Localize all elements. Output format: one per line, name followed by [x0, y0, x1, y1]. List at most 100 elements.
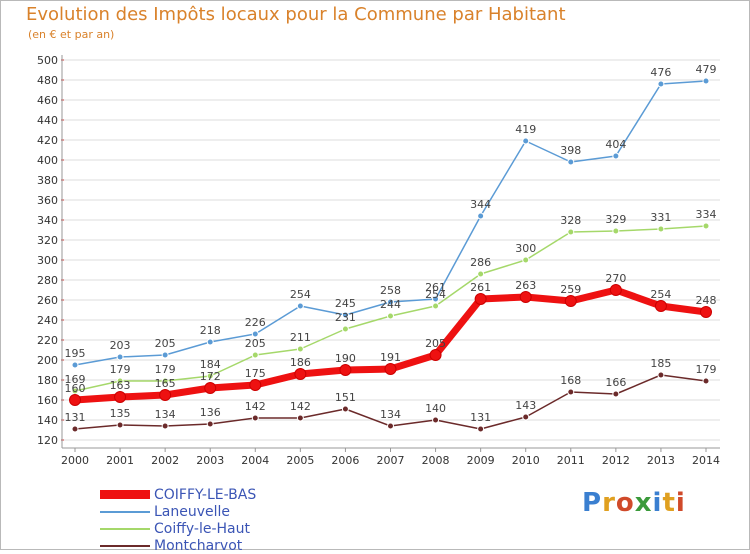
data-point: [296, 302, 304, 310]
data-label: 248: [696, 294, 717, 307]
data-label: 334: [696, 208, 717, 221]
data-point: [612, 227, 620, 235]
data-point: [519, 291, 532, 303]
data-label: 263: [515, 279, 536, 292]
data-label: 134: [380, 408, 401, 421]
data-label: 191: [380, 351, 401, 364]
legend-swatch: [100, 510, 150, 513]
data-label: 151: [335, 391, 356, 404]
y-tick-label: 420: [37, 134, 58, 147]
x-tick-label: 2011: [557, 454, 585, 467]
data-label: 179: [696, 363, 717, 376]
data-label: 479: [696, 63, 717, 76]
data-point: [161, 351, 169, 359]
x-tick-label: 2004: [241, 454, 269, 467]
data-label: 270: [605, 272, 626, 285]
logo-letter: i: [675, 488, 686, 518]
data-label: 286: [470, 256, 491, 269]
y-tick-label: 220: [37, 334, 58, 347]
data-label: 184: [200, 358, 221, 371]
data-point: [161, 377, 169, 385]
chart-title: Evolution des Impôts locaux pour la Comm…: [26, 4, 566, 25]
data-point: [612, 152, 620, 160]
data-label: 131: [470, 411, 491, 424]
y-tick-label: 440: [37, 114, 58, 127]
data-label: 185: [650, 357, 671, 370]
data-label: 476: [650, 66, 671, 79]
data-label: 135: [110, 407, 131, 420]
data-label: 244: [380, 298, 401, 311]
data-label: 195: [65, 347, 86, 360]
data-label: 329: [605, 213, 626, 226]
y-tick-label: 200: [37, 354, 58, 367]
x-tick-label: 2000: [61, 454, 89, 467]
data-label: 142: [245, 400, 266, 413]
data-label: 205: [245, 337, 266, 350]
y-tick-label: 240: [37, 314, 58, 327]
data-point: [702, 377, 710, 385]
data-point: [116, 353, 124, 361]
legend-item: Laneuvelle: [100, 503, 256, 520]
legend-swatch: [100, 527, 150, 530]
data-label: 142: [290, 400, 311, 413]
x-tick-label: 2010: [512, 454, 540, 467]
data-point: [657, 225, 665, 233]
data-label: 203: [110, 339, 131, 352]
y-tick-label: 180: [37, 374, 58, 387]
data-point: [609, 284, 622, 296]
data-label: 419: [515, 123, 536, 136]
data-point: [387, 422, 394, 430]
data-label: 179: [155, 363, 176, 376]
data-point: [206, 338, 214, 346]
data-point: [384, 363, 397, 375]
data-point: [567, 388, 575, 396]
data-point: [657, 80, 665, 88]
chart-subtitle: (en € et par an): [28, 28, 115, 41]
data-point: [477, 425, 485, 433]
data-label: 261: [425, 281, 446, 294]
x-tick-label: 2001: [106, 454, 134, 467]
data-label: 226: [245, 316, 266, 329]
legend-swatch: [100, 544, 150, 547]
data-point: [702, 77, 710, 85]
data-label: 258: [380, 284, 401, 297]
data-point: [474, 293, 487, 305]
data-point: [341, 311, 349, 319]
data-point: [251, 351, 259, 359]
data-point: [567, 158, 575, 166]
data-point: [522, 256, 530, 264]
data-point: [296, 414, 304, 422]
legend-label: Laneuvelle: [154, 503, 231, 520]
data-point: [432, 302, 440, 310]
x-tick-label: 2007: [377, 454, 405, 467]
legend-item: Coiffy-le-Haut: [100, 520, 256, 537]
y-tick-label: 380: [37, 174, 58, 187]
data-label: 160: [65, 382, 86, 395]
data-label: 254: [425, 288, 446, 301]
data-label: 205: [425, 337, 446, 350]
data-point: [477, 270, 485, 278]
data-point: [206, 420, 214, 428]
data-point: [522, 413, 530, 421]
y-tick-label: 320: [37, 234, 58, 247]
data-label: 168: [560, 374, 581, 387]
legend-label: Montcharvot: [154, 537, 243, 554]
data-point: [702, 222, 710, 230]
data-point: [612, 390, 620, 398]
proxiti-logo: Proxiti: [582, 488, 686, 518]
data-label: 175: [245, 367, 266, 380]
data-label: 163: [110, 379, 131, 392]
data-point: [114, 391, 127, 403]
data-point: [657, 371, 665, 379]
data-point: [251, 414, 259, 422]
y-tick-label: 460: [37, 94, 58, 107]
y-tick-label: 140: [37, 414, 58, 427]
data-point: [339, 364, 352, 376]
data-label: 300: [515, 242, 536, 255]
data-point: [429, 349, 442, 361]
logo-letter: x: [634, 488, 653, 518]
y-tick-label: 480: [37, 74, 58, 87]
data-label: 259: [560, 283, 581, 296]
